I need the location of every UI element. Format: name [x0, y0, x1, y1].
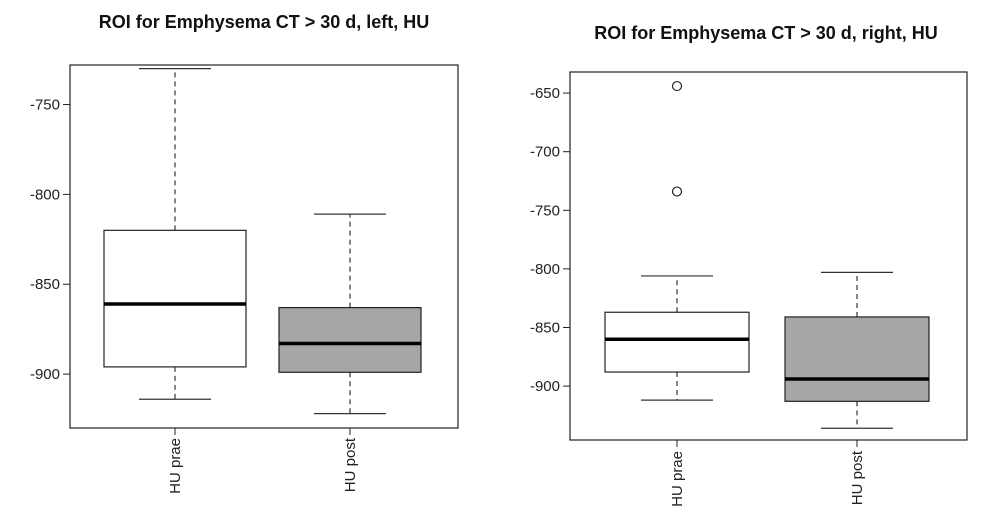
- plot-frame: [569, 71, 968, 441]
- x-category-label: HU post: [342, 437, 359, 492]
- chart-panel-2: ROI for Emphysema CT > 30 d, right, HU -6…: [530, 23, 968, 507]
- x-category-label: HU prae: [167, 438, 184, 494]
- y-tick-label: -900: [530, 378, 560, 395]
- chart-title: ROI for Emphysema CT > 30 d, left, HU: [99, 12, 430, 32]
- x-category-label: HU prae: [669, 451, 686, 507]
- y-tick-label: -900: [30, 366, 60, 383]
- outlier-point: [671, 186, 683, 197]
- y-tick-label: -800: [530, 261, 560, 278]
- y-tick-label: -750: [30, 97, 60, 114]
- y-tick-label: -850: [30, 276, 60, 293]
- y-tick-label: -750: [530, 202, 560, 219]
- y-tick-label: -700: [530, 144, 560, 161]
- y-tick-label: -800: [30, 186, 60, 203]
- box-prae: [103, 67, 247, 400]
- chart-panel-1: ROI for Emphysema CT > 30 d, left, HU -75…: [30, 12, 459, 494]
- box-post: [784, 271, 930, 429]
- iqr-box: [604, 311, 750, 373]
- plot-frame: [69, 64, 459, 429]
- outlier-point: [671, 80, 683, 92]
- box-post: [278, 213, 422, 415]
- box-prae: [604, 80, 750, 401]
- y-tick-label: -850: [530, 319, 560, 336]
- y-tick-label: -650: [530, 85, 560, 102]
- x-category-label: HU post: [849, 450, 866, 505]
- iqr-box: [278, 306, 422, 373]
- iqr-box: [103, 229, 247, 368]
- iqr-box: [784, 316, 930, 402]
- chart-title: ROI for Emphysema CT > 30 d, right, HU: [594, 23, 938, 43]
